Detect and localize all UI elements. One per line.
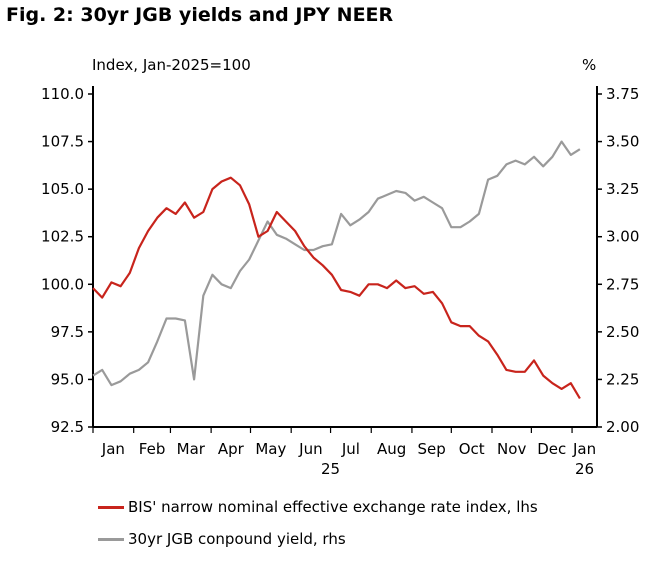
right-tick-label: 3.25 <box>606 180 639 198</box>
chart-axes: 110.0 107.5 105.0 102.5 100.0 97.5 95.0 92.5 3.7… <box>41 85 639 478</box>
left-tick-label: 105.0 <box>41 180 84 198</box>
x-year-label: 25 <box>321 460 340 478</box>
x-month-label: Jun <box>298 440 322 458</box>
legend-entry-neer: BIS' narrow nominal effective exchange r… <box>98 498 538 516</box>
right-tick-label: 2.50 <box>606 323 639 341</box>
right-tick-label: 2.25 <box>606 370 639 388</box>
right-axis-unit: % <box>582 56 597 74</box>
left-tick-label: 97.5 <box>51 323 84 341</box>
x-month-label: May <box>255 440 286 458</box>
right-tick-label: 2.75 <box>606 275 639 293</box>
x-month-label: Feb <box>139 440 166 458</box>
x-month-label: Sep <box>417 440 445 458</box>
left-tick-label: 100.0 <box>41 275 84 293</box>
x-month-label: Jul <box>341 440 360 458</box>
right-tick-label: 2.00 <box>606 418 639 436</box>
series-line-neer <box>92 176 581 400</box>
legend-label-jgb: 30yr JGB conpound yield, rhs <box>128 530 346 548</box>
chart-lines <box>92 140 581 400</box>
series-line-jgb <box>92 140 581 387</box>
x-month-label: Dec <box>537 440 566 458</box>
x-month-label: Jan <box>572 440 596 458</box>
right-tick-label: 3.00 <box>606 228 639 246</box>
legend-entry-jgb: 30yr JGB conpound yield, rhs <box>98 530 346 548</box>
x-year-label: 26 <box>575 460 594 478</box>
legend-label-neer: BIS' narrow nominal effective exchange r… <box>128 498 538 516</box>
left-tick-label: 110.0 <box>41 85 84 103</box>
right-tick-label: 3.50 <box>606 133 639 151</box>
left-tick-label: 95.0 <box>51 370 84 388</box>
legend-swatch-neer <box>98 505 124 509</box>
left-axis-unit: Index, Jan-2025=100 <box>92 56 251 74</box>
x-month-label: Nov <box>497 440 526 458</box>
x-month-label: Oct <box>459 440 485 458</box>
right-tick-label: 3.75 <box>606 85 639 103</box>
x-month-label: Mar <box>177 440 206 458</box>
x-month-label: Jan <box>101 440 125 458</box>
left-tick-label: 107.5 <box>41 133 84 151</box>
legend-swatch-jgb <box>98 537 124 541</box>
left-tick-label: 92.5 <box>51 418 84 436</box>
x-month-label: Aug <box>377 440 406 458</box>
left-tick-label: 102.5 <box>41 228 84 246</box>
x-month-label: Apr <box>218 440 245 458</box>
chart-title: Fig. 2: 30yr JGB yields and JPY NEER <box>6 4 394 26</box>
